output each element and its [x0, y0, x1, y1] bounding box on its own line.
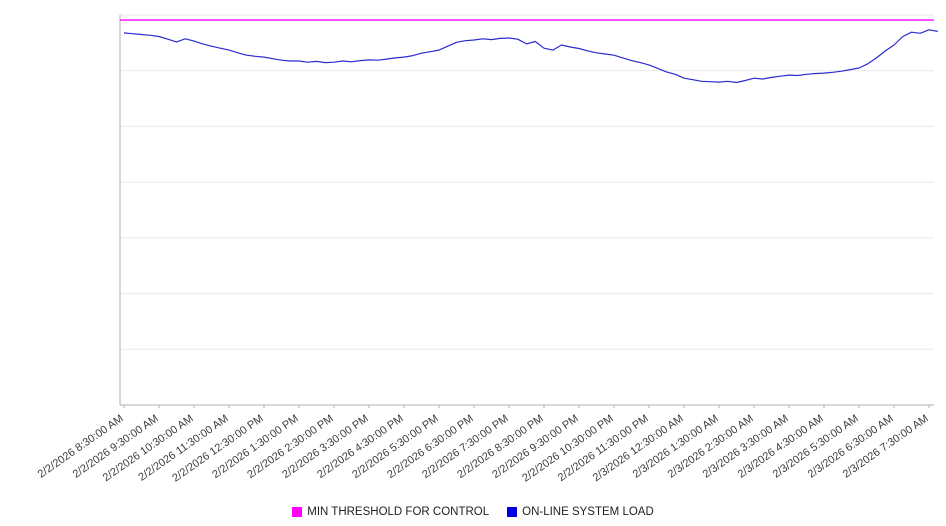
chart-canvas: 2/2/2026 8:30:00 AM2/2/2026 9:30:00 AM2/… [36, 14, 938, 485]
legend-item[interactable]: ON-LINE SYSTEM LOAD [507, 506, 654, 518]
legend-label: ON-LINE SYSTEM LOAD [522, 506, 654, 518]
legend-label: MIN THRESHOLD FOR CONTROL [307, 506, 490, 518]
legend-item[interactable]: MIN THRESHOLD FOR CONTROL [292, 506, 489, 518]
legend-swatch-icon [507, 507, 518, 517]
legend-swatch-icon [292, 507, 303, 517]
chart-legend: MIN THRESHOLD FOR CONTROL ON-LINE SYSTEM … [0, 506, 946, 518]
system-load-line [123, 29, 938, 84]
